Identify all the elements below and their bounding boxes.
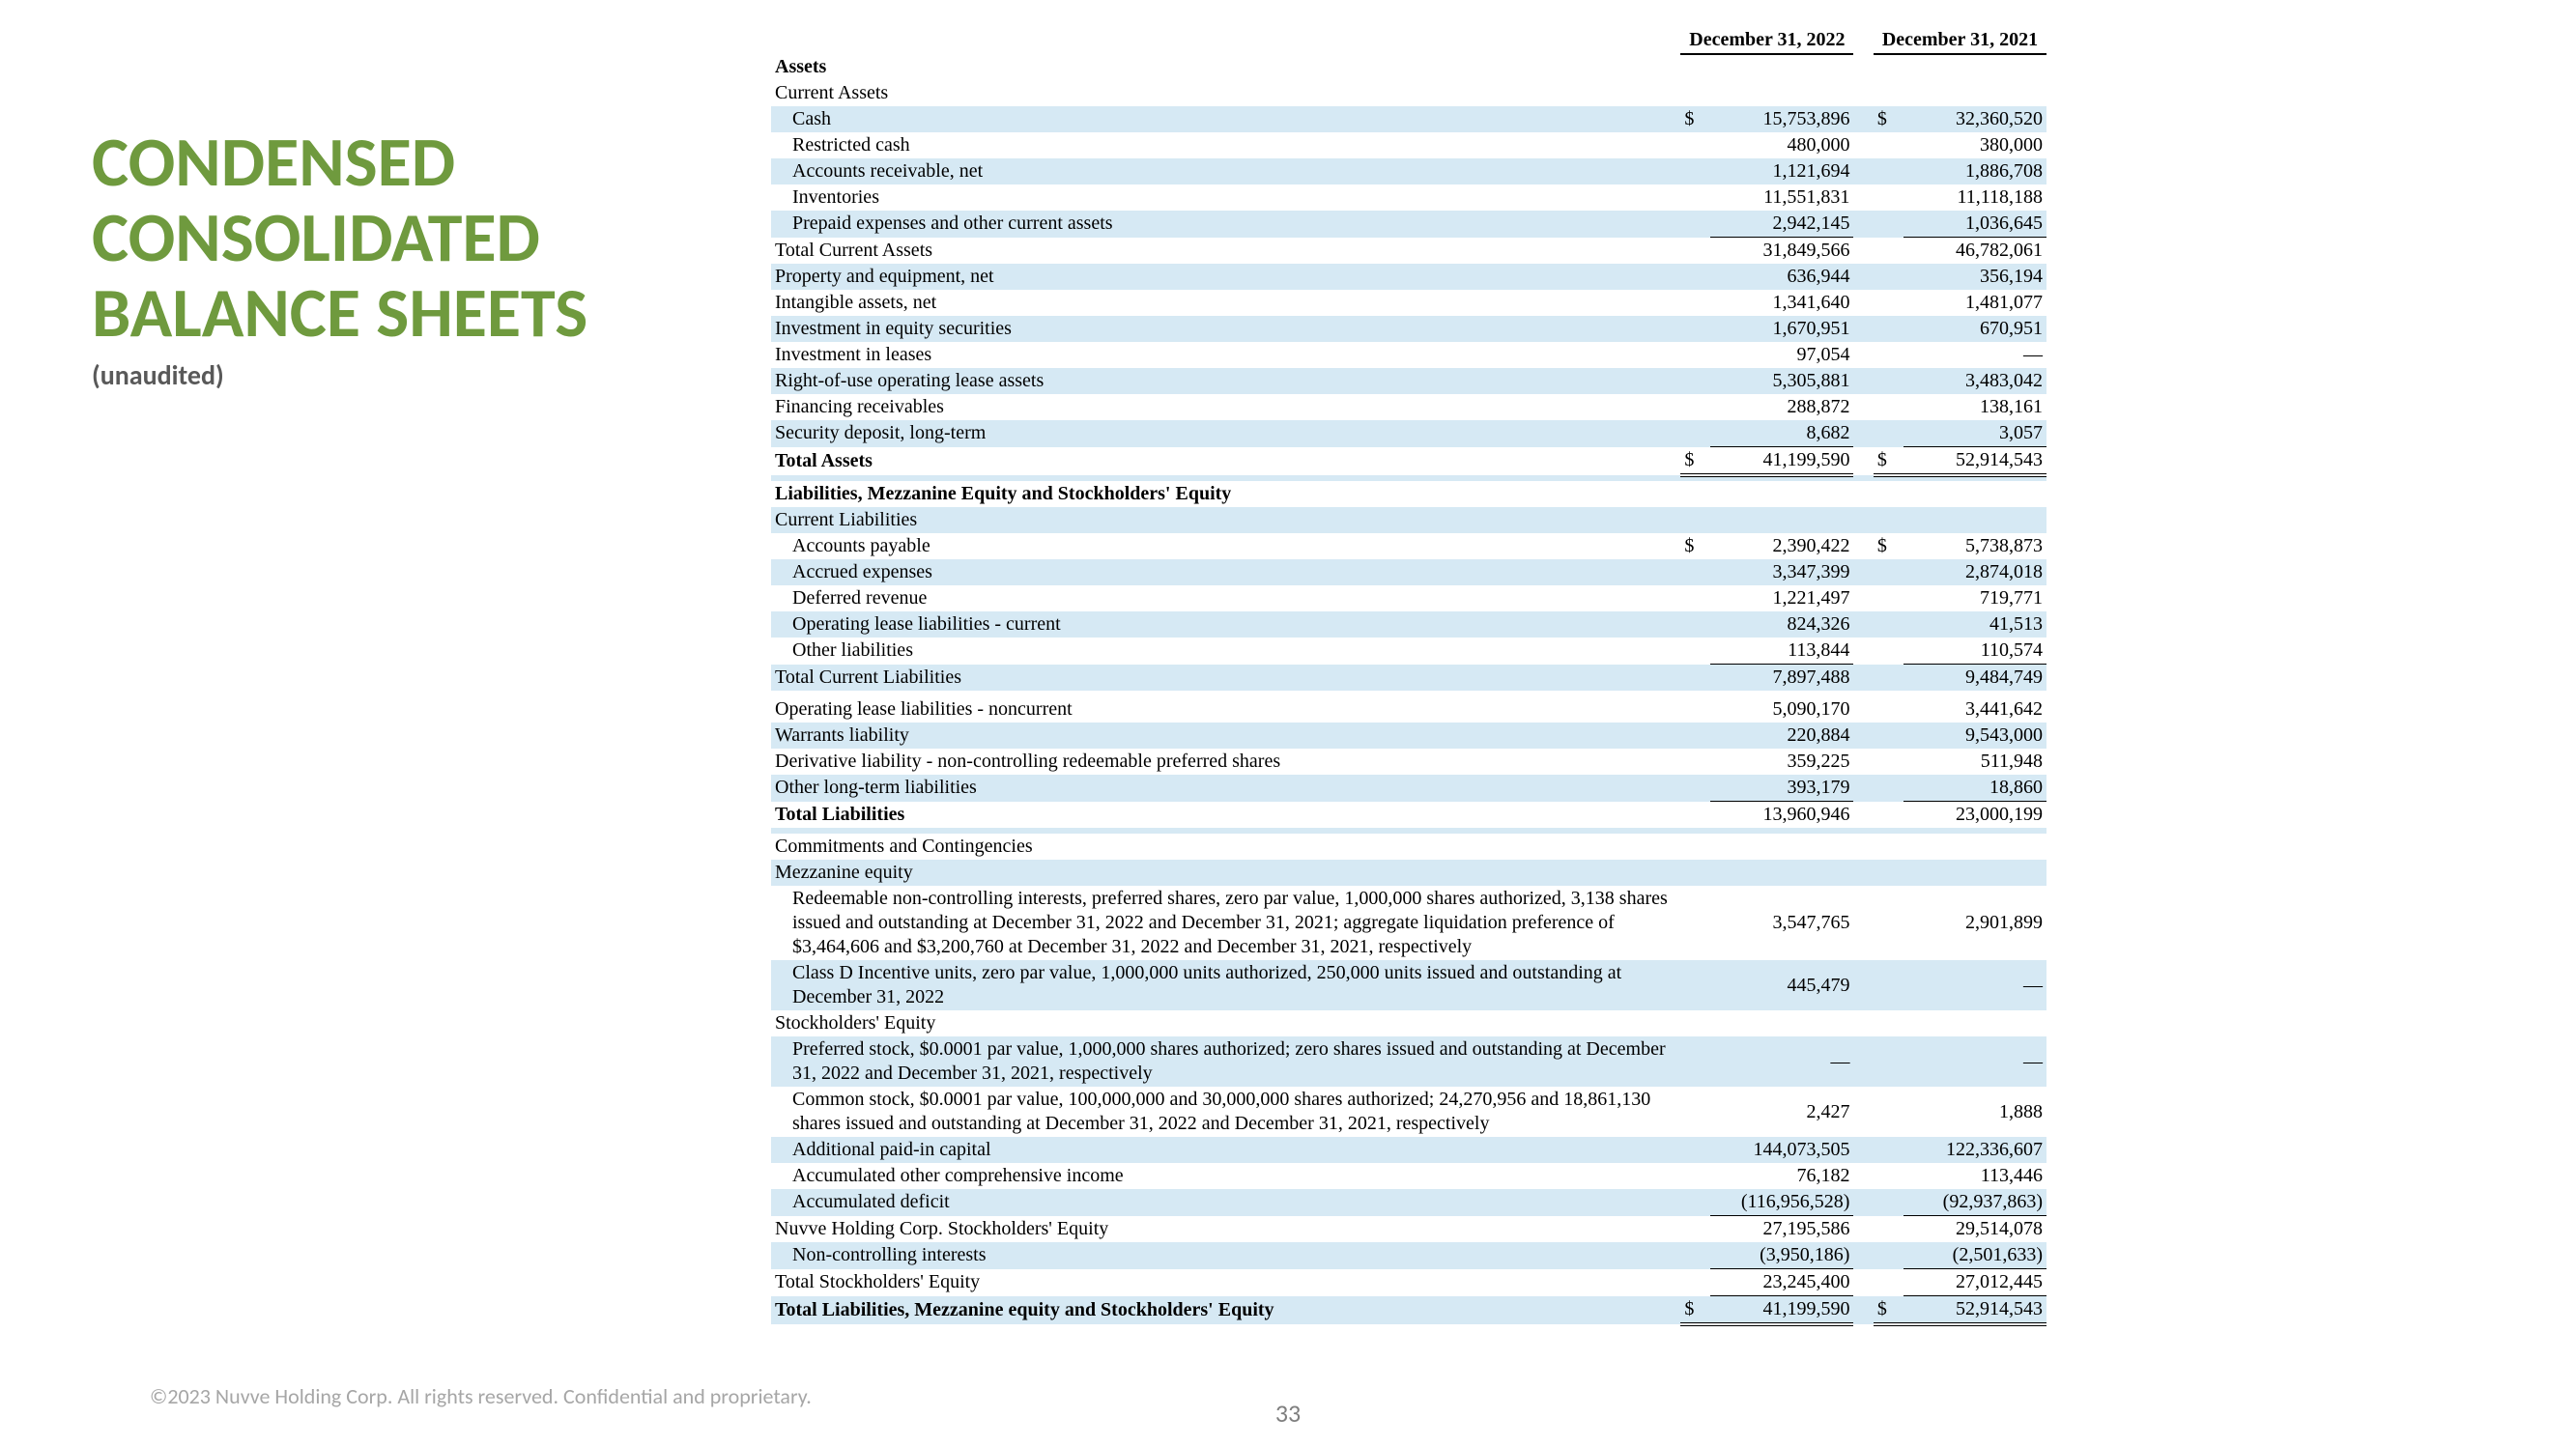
row-inventories: Inventories11,551,83111,118,188	[771, 184, 2046, 211]
row-fr: Financing receivables288,872138,161	[771, 394, 2046, 420]
row-intangible: Intangible assets, net1,341,6401,481,077	[771, 290, 2046, 316]
row-ap: Accounts payable$2,390,422$5,738,873	[771, 533, 2046, 559]
row-cs: Common stock, $0.0001 par value, 100,000…	[771, 1087, 2046, 1137]
balance-sheet-table: December 31, 2022 December 31, 2021 Asse…	[771, 27, 2046, 1326]
row-tse: Total Stockholders' Equity23,245,40027,0…	[771, 1269, 2046, 1296]
row-ollc: Operating lease liabilities - current824…	[771, 611, 2046, 638]
row-rnc: Redeemable non-controlling interests, pr…	[771, 886, 2046, 960]
row-eqs: Investment in equity securities1,670,951…	[771, 316, 2046, 342]
row-tcl: Total Current Liabilities7,897,4889,484,…	[771, 665, 2046, 692]
row-ar: Accounts receivable, net1,121,6941,886,7…	[771, 158, 2046, 184]
row-olln: Operating lease liabilities - noncurrent…	[771, 696, 2046, 723]
subtitle: (unaudited)	[92, 358, 633, 392]
row-cd: Class D Incentive units, zero par value,…	[771, 960, 2046, 1010]
row-liab-header: Liabilities, Mezzanine Equity and Stockh…	[771, 481, 2046, 507]
row-dr: Deferred revenue1,221,497719,771	[771, 585, 2046, 611]
row-prepaid: Prepaid expenses and other current asset…	[771, 211, 2046, 238]
row-me: Mezzanine equity	[771, 860, 2046, 886]
row-ol: Other liabilities113,844110,574	[771, 638, 2046, 665]
row-sd: Security deposit, long-term8,6823,057	[771, 420, 2046, 447]
page-title: CONDENSED CONSOLIDATED BALANCE SHEETS	[92, 126, 633, 351]
row-ps: Preferred stock, $0.0001 par value, 1,00…	[771, 1036, 2046, 1087]
row-tlmse: Total Liabilities, Mezzanine equity and …	[771, 1296, 2046, 1325]
row-apic: Additional paid-in capital144,073,505122…	[771, 1137, 2046, 1163]
row-tl: Total Liabilities13,960,94623,000,199	[771, 802, 2046, 829]
row-current-assets-header: Current Assets	[771, 80, 2046, 106]
row-rou: Right-of-use operating lease assets5,305…	[771, 368, 2046, 394]
row-wl: Warrants liability220,8849,543,000	[771, 723, 2046, 749]
row-nhc: Nuvve Holding Corp. Stockholders' Equity…	[771, 1216, 2046, 1243]
col-header-2022: December 31, 2022	[1680, 27, 1853, 54]
row-ae: Accrued expenses3,347,3992,874,018	[771, 559, 2046, 585]
row-aoci: Accumulated other comprehensive income76…	[771, 1163, 2046, 1189]
page-number: 33	[1275, 1398, 1301, 1429]
row-assets-header: Assets	[771, 54, 2046, 80]
row-cl-header: Current Liabilities	[771, 507, 2046, 533]
row-se: Stockholders' Equity	[771, 1010, 2046, 1036]
col-header-2021: December 31, 2021	[1874, 27, 2046, 54]
row-restricted-cash: Restricted cash480,000380,000	[771, 132, 2046, 158]
row-ad: Accumulated deficit(116,956,528)(92,937,…	[771, 1189, 2046, 1216]
row-cc: Commitments and Contingencies	[771, 834, 2046, 860]
row-nci: Non-controlling interests(3,950,186)(2,5…	[771, 1242, 2046, 1269]
row-invleases: Investment in leases97,054—	[771, 342, 2046, 368]
row-cash: Cash$15,753,896$32,360,520	[771, 106, 2046, 132]
row-pe: Property and equipment, net636,944356,19…	[771, 264, 2046, 290]
row-oltl: Other long-term liabilities393,17918,860	[771, 775, 2046, 802]
title-sidebar: CONDENSED CONSOLIDATED BALANCE SHEETS (u…	[92, 126, 633, 392]
column-headers: December 31, 2022 December 31, 2021	[771, 27, 2046, 54]
footer-copyright: ©2023 Nuvve Holding Corp. All rights res…	[150, 1383, 812, 1409]
row-tca: Total Current Assets31,849,56646,782,061	[771, 238, 2046, 265]
row-dl: Derivative liability - non-controlling r…	[771, 749, 2046, 775]
row-ta: Total Assets$41,199,590$52,914,543	[771, 447, 2046, 476]
